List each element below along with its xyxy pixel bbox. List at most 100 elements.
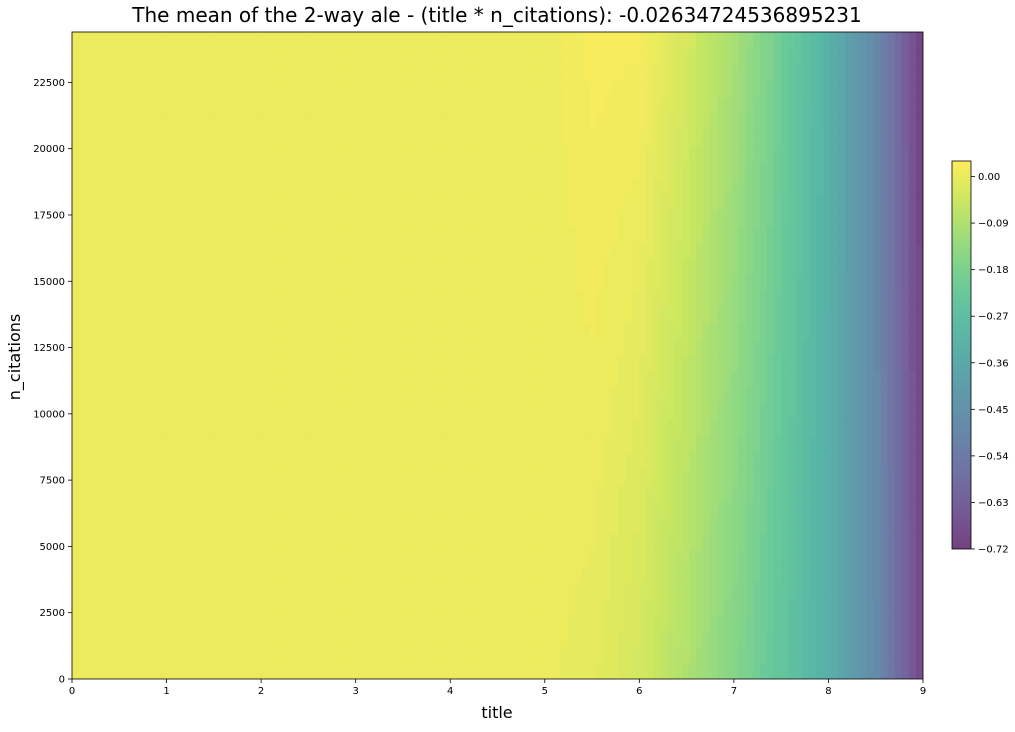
contour-cell bbox=[391, 355, 399, 373]
contour-cell bbox=[915, 177, 923, 195]
contour-cell bbox=[525, 646, 534, 664]
contour-cell bbox=[894, 226, 903, 243]
y-tick-label: 2500 bbox=[40, 608, 65, 619]
contour-cell bbox=[774, 662, 782, 679]
contour-cell bbox=[710, 452, 718, 470]
contour-cell bbox=[667, 371, 676, 389]
contour-cell bbox=[639, 193, 648, 211]
contour-cell bbox=[561, 339, 570, 357]
contour-cell bbox=[504, 371, 513, 389]
contour-cell bbox=[355, 533, 364, 551]
contour-cell bbox=[249, 80, 257, 98]
contour-cell bbox=[866, 533, 874, 551]
contour-cell bbox=[518, 226, 527, 243]
contour-cell bbox=[476, 32, 484, 49]
contour-cell bbox=[291, 581, 300, 599]
contour-cell bbox=[114, 193, 123, 211]
contour-cell bbox=[462, 209, 470, 227]
contour-cell bbox=[157, 193, 165, 211]
contour-cell bbox=[228, 371, 236, 389]
contour-cell bbox=[575, 96, 584, 114]
contour-cell bbox=[625, 306, 633, 324]
contour-cell bbox=[724, 64, 733, 82]
contour-cell bbox=[391, 549, 399, 567]
contour-cell bbox=[462, 145, 470, 162]
contour-cell bbox=[93, 226, 101, 243]
contour-cell bbox=[313, 501, 321, 518]
contour-cell bbox=[518, 598, 527, 615]
contour-cell bbox=[483, 420, 492, 437]
contour-cell bbox=[540, 339, 548, 357]
contour-cell bbox=[220, 662, 229, 679]
contour-cell bbox=[582, 80, 591, 98]
contour-cell bbox=[681, 290, 690, 308]
contour-cell bbox=[384, 517, 392, 535]
contour-cell bbox=[887, 339, 896, 357]
contour-cell bbox=[142, 112, 151, 130]
contour-cell bbox=[86, 339, 94, 357]
contour-cell bbox=[220, 48, 229, 65]
contour-cell bbox=[497, 145, 506, 162]
contour-cell bbox=[114, 306, 123, 324]
contour-cell bbox=[731, 80, 740, 98]
contour-cell bbox=[270, 48, 279, 65]
contour-cell bbox=[114, 468, 123, 486]
contour-cell bbox=[362, 630, 371, 648]
contour-cell bbox=[362, 452, 371, 470]
contour-cell bbox=[667, 339, 676, 357]
contour-cell bbox=[213, 355, 222, 373]
contour-cell bbox=[632, 630, 640, 648]
contour-cell bbox=[667, 484, 676, 502]
contour-cell bbox=[405, 581, 413, 599]
contour-cell bbox=[313, 112, 321, 130]
contour-cell bbox=[157, 452, 165, 470]
contour-cell bbox=[589, 129, 598, 146]
contour-cell bbox=[398, 484, 406, 502]
contour-cell bbox=[462, 646, 470, 664]
contour-cell bbox=[674, 646, 683, 664]
contour-cell bbox=[284, 80, 293, 98]
contour-cell bbox=[745, 630, 754, 648]
contour-cell bbox=[454, 112, 463, 130]
contour-cell bbox=[618, 404, 626, 421]
contour-cell bbox=[646, 662, 655, 679]
contour-cell bbox=[887, 468, 896, 486]
contour-cell bbox=[362, 484, 371, 502]
contour-cell bbox=[114, 258, 123, 276]
colorbar-tick-label: −0.09 bbox=[978, 219, 1009, 230]
contour-cell bbox=[376, 161, 385, 179]
contour-cell bbox=[759, 533, 768, 551]
contour-cell bbox=[128, 339, 137, 357]
contour-cell bbox=[625, 161, 633, 179]
contour-cell bbox=[313, 436, 321, 454]
contour-cell bbox=[376, 193, 385, 211]
contour-cell bbox=[745, 209, 754, 227]
contour-cell bbox=[859, 484, 867, 502]
contour-cell bbox=[355, 355, 364, 373]
contour-cell bbox=[135, 306, 144, 324]
contour-cell bbox=[738, 129, 747, 146]
contour-cell bbox=[582, 112, 591, 130]
contour-cell bbox=[809, 226, 818, 243]
contour-cell bbox=[157, 355, 165, 373]
contour-cell bbox=[497, 306, 506, 324]
contour-cell bbox=[766, 452, 775, 470]
contour-cell bbox=[703, 630, 711, 648]
contour-cell bbox=[610, 64, 619, 82]
contour-cell bbox=[696, 468, 704, 486]
contour-cell bbox=[724, 274, 733, 292]
contour-cell bbox=[440, 501, 449, 518]
contour-cell bbox=[766, 290, 775, 308]
contour-cell bbox=[199, 242, 208, 260]
contour-cell bbox=[873, 242, 882, 260]
contour-cell bbox=[426, 646, 435, 664]
contour-cell bbox=[178, 436, 187, 454]
contour-cell bbox=[738, 662, 747, 679]
contour-cell bbox=[263, 614, 272, 632]
contour-cell bbox=[625, 630, 633, 648]
contour-cell bbox=[157, 48, 165, 65]
contour-cell bbox=[490, 517, 499, 535]
contour-cell bbox=[660, 193, 669, 211]
contour-cell bbox=[213, 565, 222, 583]
